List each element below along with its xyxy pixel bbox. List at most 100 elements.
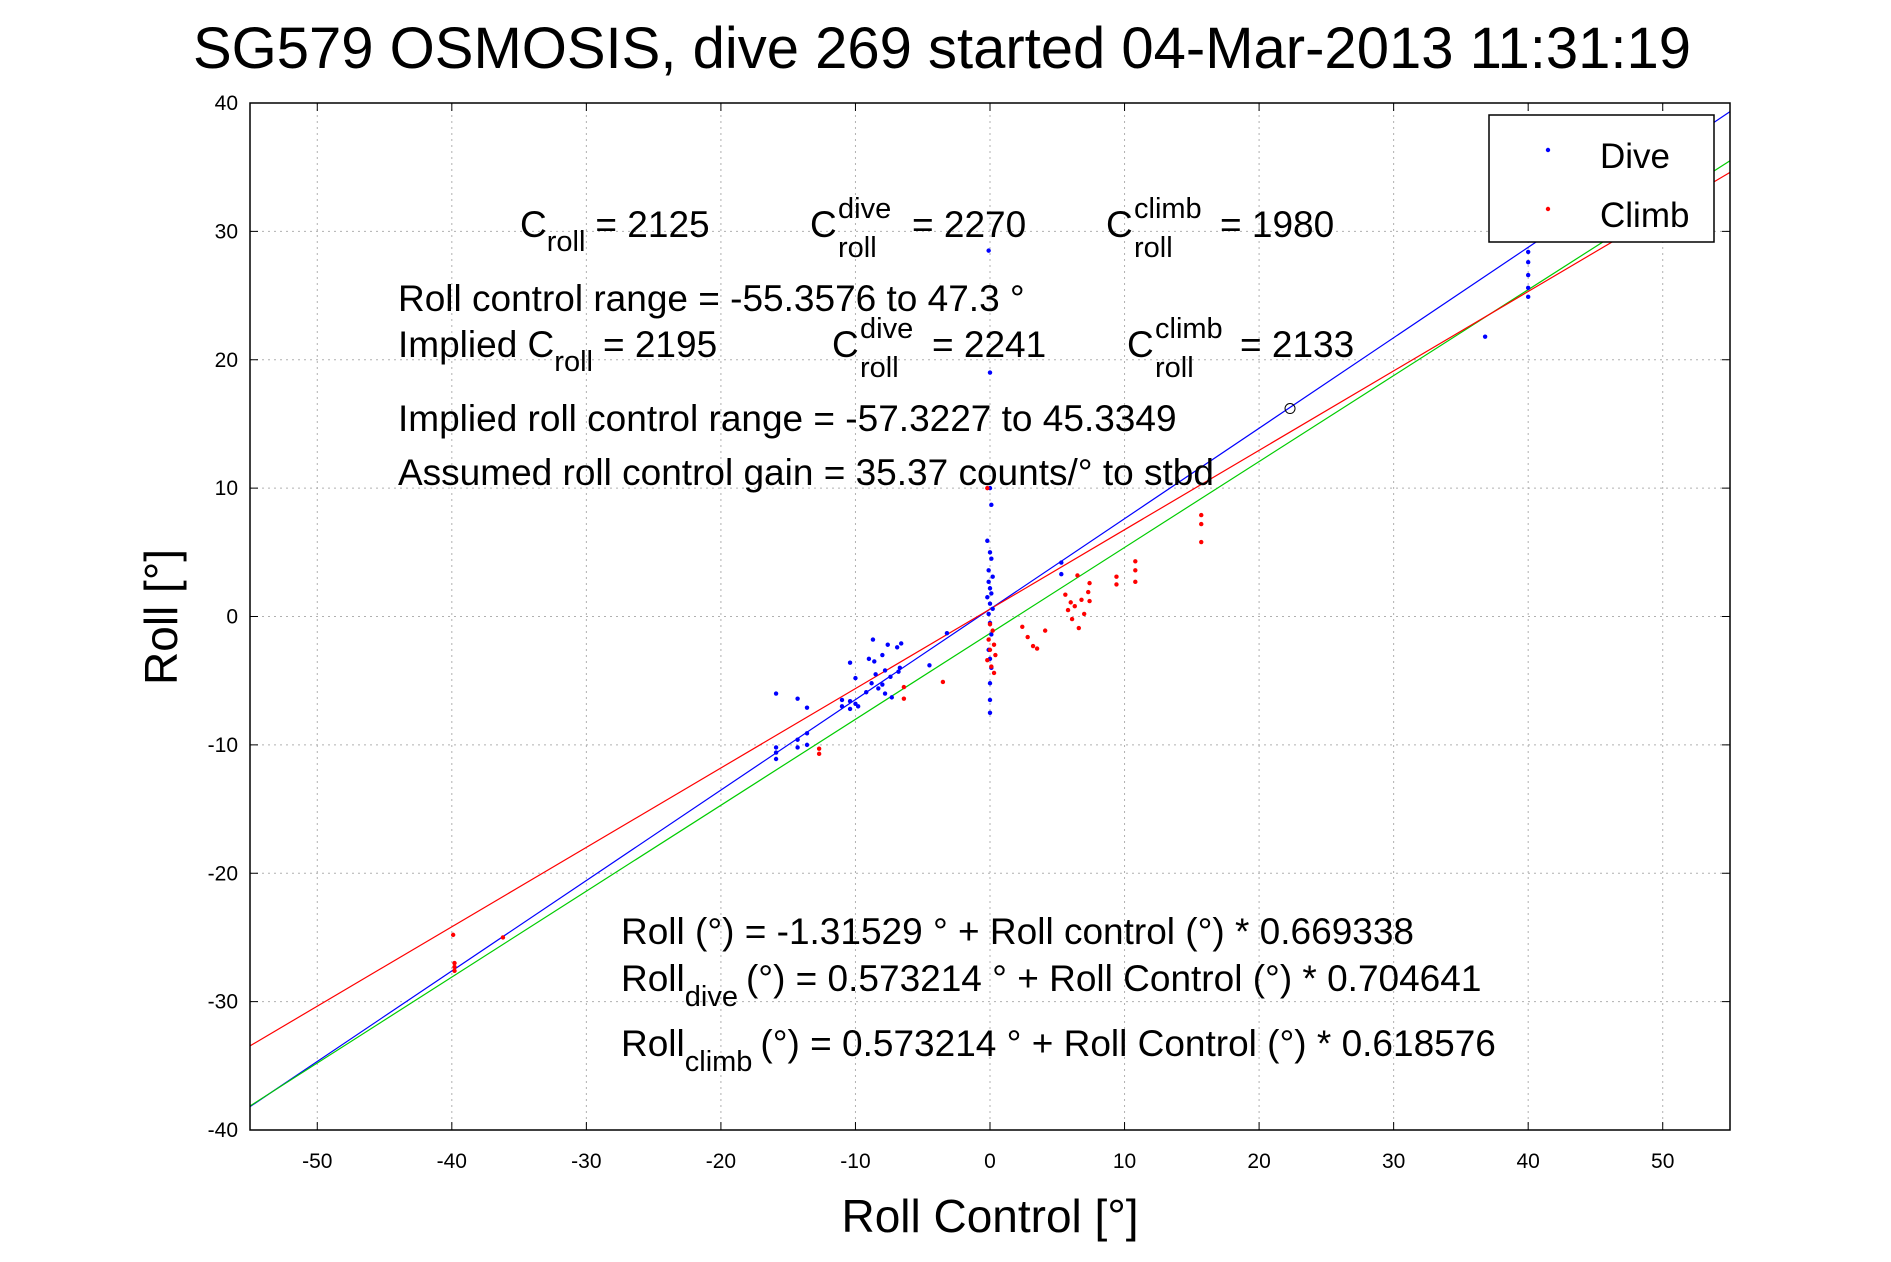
climb-point [452, 960, 457, 966]
dive-point [866, 656, 872, 662]
climb-point [1025, 634, 1030, 640]
dive-point [989, 502, 994, 508]
dive-point [885, 642, 890, 647]
dive-point [927, 663, 932, 668]
dive-point [1525, 259, 1531, 265]
x-tick-label: 10 [1113, 1150, 1136, 1173]
climb-point [452, 964, 457, 970]
y-tick-label: 40 [215, 92, 238, 115]
climb-point [452, 968, 457, 974]
dive-point [987, 681, 993, 686]
implied-c-dive-sub: roll [860, 352, 899, 384]
climb-point [990, 628, 995, 633]
dive-point [899, 641, 904, 646]
legend-dive-label: Dive [1600, 137, 1670, 176]
climb-point [1133, 559, 1138, 564]
climb-point [940, 679, 946, 685]
dive-point [987, 601, 993, 606]
c-climb-annotation: C [1106, 204, 1133, 245]
dive-point [889, 695, 894, 700]
climb-point [1030, 643, 1036, 649]
y-tick-label: 20 [215, 349, 238, 372]
x-tick-label: 0 [984, 1150, 996, 1173]
climb-point [1020, 624, 1025, 629]
climb-point [1063, 592, 1068, 597]
dive-point [773, 750, 779, 755]
dive-point [882, 691, 888, 696]
c-climb-sub: roll [1134, 232, 1173, 264]
x-tick-label: 40 [1517, 1150, 1540, 1173]
implied-range-annotation: Implied roll control range = -57.3227 to… [398, 398, 1177, 439]
dive-point [855, 704, 861, 709]
dive-fit-equation: Rolldive (°) = 0.573214 ° + Roll Control … [621, 958, 1481, 1013]
dive-point [853, 675, 858, 681]
y-tick-label: -20 [208, 862, 238, 885]
climb-point [1114, 574, 1119, 579]
climb-point [450, 932, 456, 938]
dive-point [990, 606, 995, 611]
dive-point [847, 699, 853, 704]
dive-point [987, 586, 993, 591]
climb-point [1114, 582, 1119, 587]
climb-point [1042, 628, 1048, 633]
c-climb-value: = 1980 [1220, 204, 1334, 245]
implied-c-dive-annotation: C [832, 324, 859, 365]
x-tick-label: -50 [302, 1150, 332, 1173]
dive-point [985, 595, 990, 600]
y-tick-label: 0 [226, 606, 238, 629]
y-axis-label: Roll [°] [135, 549, 187, 685]
climb-point [987, 622, 993, 627]
dive-point [876, 686, 881, 691]
dive-point [847, 706, 853, 712]
y-tick-label: -30 [208, 991, 238, 1014]
dive-point [773, 691, 779, 696]
y-tick-label: -40 [208, 1119, 238, 1142]
climb-point [987, 647, 993, 653]
dive-point [773, 756, 779, 762]
dive-point [986, 611, 991, 617]
climb-point [1065, 607, 1071, 613]
dive-point [839, 697, 845, 703]
dive-point [804, 742, 810, 748]
dive-point [869, 681, 874, 686]
dive-point [839, 704, 845, 709]
calibration-annotations: Croll = 2125 C dive roll = 2270 C climb r… [398, 193, 1354, 493]
dive-point [804, 731, 810, 736]
climb-point [986, 637, 991, 642]
implied-c-climb-value: = 2133 [1240, 324, 1354, 365]
climb-point [500, 935, 506, 940]
dive-point [987, 370, 993, 375]
climb-point [1133, 579, 1138, 585]
dive-point [1525, 272, 1531, 278]
c-dive-sub: roll [838, 232, 877, 264]
dive-point [987, 697, 993, 703]
dive-point [896, 669, 901, 674]
dive-point [773, 745, 779, 750]
climb-point [1199, 539, 1204, 545]
implied-c-climb-sup: climb [1155, 313, 1223, 345]
chart-title: SG579 OSMOSIS, dive 269 started 04-Mar-2… [193, 16, 1691, 81]
dive-point [1059, 560, 1064, 565]
dive-point [989, 556, 994, 561]
x-tick-label: 30 [1382, 1150, 1405, 1173]
y-tick-label: 30 [215, 220, 238, 243]
data-points [450, 217, 1532, 974]
legend-climb-label: Climb [1600, 196, 1689, 235]
climb-point [993, 652, 998, 658]
climb-point [1199, 521, 1204, 527]
dive-point [873, 672, 878, 677]
climb-point [816, 746, 822, 751]
x-tick-label: 50 [1651, 1150, 1674, 1173]
dive-point [986, 568, 991, 573]
climb-point [989, 664, 994, 669]
gain-annotation: Assumed roll control gain = 35.37 counts… [398, 452, 1214, 493]
legend-climb-marker [1545, 206, 1551, 212]
climb-point [1133, 568, 1138, 573]
dive-point [864, 690, 869, 695]
dive-point [897, 665, 903, 671]
roll-range-annotation: Roll control range = -55.3576 to 47.3 ° [398, 278, 1025, 319]
dive-point [795, 696, 800, 701]
implied-c-dive-value: = 2241 [932, 324, 1046, 365]
implied-c-roll-annotation: Implied Croll = 2195 [398, 324, 717, 378]
c-dive-annotation: C [810, 204, 837, 245]
